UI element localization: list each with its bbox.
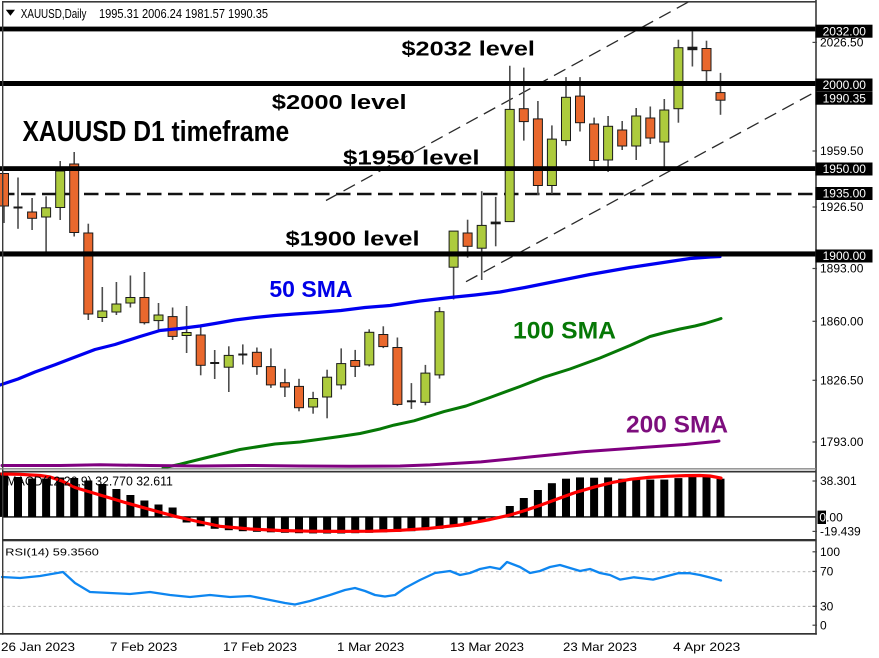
svg-text:200 SMA: 200 SMA	[626, 412, 728, 439]
svg-text:$2000 level: $2000 level	[272, 91, 407, 114]
svg-text:13 Mar 2023: 13 Mar 2023	[450, 640, 524, 654]
svg-text:0: 0	[819, 511, 826, 525]
svg-text:30: 30	[820, 599, 834, 613]
svg-text:2000.00: 2000.00	[823, 78, 867, 92]
svg-text:1950.00: 1950.00	[823, 162, 867, 176]
svg-text:$1950 level: $1950 level	[343, 147, 480, 170]
svg-text:100 SMA: 100 SMA	[513, 318, 616, 345]
svg-text:100: 100	[820, 545, 840, 559]
svg-text:1793.00: 1793.00	[820, 435, 864, 449]
svg-text:$1900 level: $1900 level	[286, 228, 420, 251]
svg-text:1990.35: 1990.35	[823, 91, 867, 105]
svg-text:2032.00: 2032.00	[823, 24, 867, 38]
svg-text:1826.50: 1826.50	[820, 373, 864, 387]
svg-text:XAUUSD,Daily: XAUUSD,Daily	[21, 6, 87, 21]
svg-text:26 Jan 2023: 26 Jan 2023	[1, 640, 75, 654]
svg-text:23 Mar 2023: 23 Mar 2023	[563, 640, 637, 654]
svg-text:70: 70	[820, 565, 834, 579]
svg-text:17 Feb 2023: 17 Feb 2023	[223, 640, 297, 654]
svg-text:1995.31 2006.24 1981.57 1990.3: 1995.31 2006.24 1981.57 1990.35	[99, 6, 268, 21]
svg-text:MACD(12,26,9) 32.770 32.611: MACD(12,26,9) 32.770 32.611	[6, 475, 173, 489]
svg-text:1935.00: 1935.00	[823, 187, 867, 201]
svg-text:1893.00: 1893.00	[820, 262, 864, 276]
svg-text:4 Apr 2023: 4 Apr 2023	[673, 640, 741, 654]
svg-text:1900.00: 1900.00	[823, 249, 867, 263]
svg-text:$2032 level: $2032 level	[402, 38, 535, 61]
svg-text:XAUUSD D1 timeframe: XAUUSD D1 timeframe	[23, 116, 290, 148]
svg-text:.00: .00	[826, 511, 843, 525]
svg-text:2026.50: 2026.50	[820, 36, 864, 50]
svg-text:50 SMA: 50 SMA	[269, 276, 352, 302]
svg-text:7 Feb 2023: 7 Feb 2023	[110, 640, 178, 654]
svg-text:-19.439: -19.439	[820, 525, 861, 539]
svg-text:RSI(14) 59.3560: RSI(14) 59.3560	[5, 547, 99, 558]
svg-text:1 Mar 2023: 1 Mar 2023	[337, 640, 405, 654]
svg-text:0: 0	[820, 618, 827, 632]
svg-text:1926.50: 1926.50	[820, 200, 864, 214]
svg-text:1959.50: 1959.50	[820, 144, 864, 158]
svg-text:38.301: 38.301	[820, 474, 857, 488]
svg-text:1860.00: 1860.00	[820, 314, 864, 328]
